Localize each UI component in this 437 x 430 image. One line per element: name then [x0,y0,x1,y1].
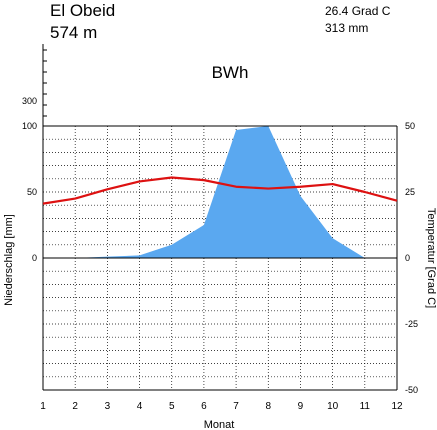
right-tick-label: -25 [405,319,418,329]
mean-temperature: 26.4 Grad C [325,4,391,18]
right-tick-label: 50 [405,121,415,131]
left-tick-label: 100 [22,121,37,131]
left-upper-tick-label: 300 [22,96,37,106]
month-tick-label: 8 [265,401,271,412]
month-tick-label: 2 [72,401,78,412]
x-axis-label: Monat [204,419,235,430]
month-tick-label: 4 [137,401,143,412]
station-name: El Obeid [50,1,115,20]
month-tick-label: 10 [327,401,339,412]
month-tick-label: 11 [360,401,371,412]
temperature-series [42,176,398,205]
month-tick-label: 7 [233,401,239,412]
month-tick-label: 9 [298,401,304,412]
right-axis-label: Temperatur [Grad C] [425,208,437,308]
right-tick-label: 0 [405,253,410,263]
station-elevation: 574 m [50,23,97,42]
month-tick-label: 3 [105,401,111,412]
month-tick-label: 1 [40,401,46,412]
annual-precipitation: 313 mm [325,21,368,35]
left-tick-label: 0 [32,253,37,263]
axes [42,44,398,391]
month-tick-label: 12 [391,401,403,412]
month-tick-label: 5 [169,401,175,412]
right-tick-label: -50 [405,385,418,395]
temperature-line [42,176,398,205]
climate-class: BWh [212,63,249,82]
month-tick-label: 6 [201,401,207,412]
right-tick-label: 25 [405,187,415,197]
left-axis-label: Niederschlag [mm] [3,214,15,306]
precipitation-area [43,126,397,258]
left-tick-label: 50 [27,187,37,197]
precipitation-series [43,126,397,258]
